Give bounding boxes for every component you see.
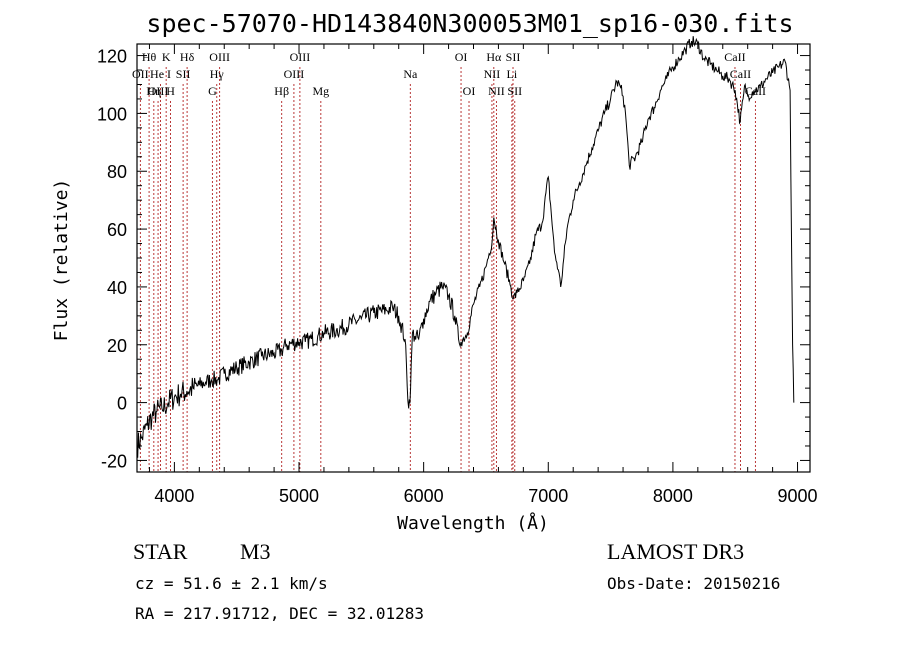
x-tick-label: 9000 xyxy=(778,486,818,506)
y-axis-label: Flux (relative) xyxy=(51,179,72,342)
emission-line-label: Mg xyxy=(312,84,329,98)
emission-line-label: H xyxy=(166,84,175,98)
plot-frame xyxy=(136,43,811,473)
emission-line-label: SII xyxy=(506,50,521,64)
redshift-readout: cz = 51.6 ± 2.1 km/s xyxy=(135,574,328,593)
emission-line-label: OI xyxy=(455,50,468,64)
y-axis-ticks: -20 0 20 40 60 80 100 120 xyxy=(97,47,810,471)
emission-line-label: SII xyxy=(176,67,191,81)
emission-line-label: OIII xyxy=(209,50,230,64)
emission-line-label: OIII xyxy=(284,67,305,81)
x-tick-label: 5000 xyxy=(279,486,319,506)
emission-line-label: Hα xyxy=(486,50,502,64)
emission-line-label: He I xyxy=(150,67,171,81)
x-tick-label: 8000 xyxy=(653,486,693,506)
object-class: STAR xyxy=(133,539,188,564)
emission-line-label: Hγ xyxy=(210,67,225,81)
emission-line-label: NII xyxy=(488,84,505,98)
emission-line-label: Hβ xyxy=(274,84,289,98)
chart-title: spec-57070-HD143840N300053M01_sp16-030.f… xyxy=(146,9,793,38)
emission-line-label: Na xyxy=(403,67,418,81)
emission-line-label: Li xyxy=(507,67,518,81)
emission-line-label: OIII xyxy=(148,84,169,98)
emission-line-markers xyxy=(139,67,756,472)
observation-date: Obs-Date: 20150216 xyxy=(607,574,780,593)
y-tick-label: 80 xyxy=(107,162,127,182)
emission-line-label: SII xyxy=(507,84,522,98)
y-tick-label: 60 xyxy=(107,220,127,240)
y-tick-label: 20 xyxy=(107,336,127,356)
x-tick-label: 7000 xyxy=(528,486,568,506)
emission-line-label: OIII xyxy=(290,50,311,64)
emission-line-label: OII xyxy=(132,67,149,81)
y-tick-label: 100 xyxy=(97,104,127,124)
emission-line-label: NII xyxy=(484,67,501,81)
y-tick-label: 120 xyxy=(97,47,127,67)
emission-line-label: CaII xyxy=(724,50,745,64)
coordinates-readout: RA = 217.91712, DEC = 32.01283 xyxy=(135,604,424,623)
object-subclass: M3 xyxy=(240,539,271,564)
emission-line-label: Hδ xyxy=(180,50,195,64)
y-tick-label: -20 xyxy=(101,451,127,471)
x-tick-label: 6000 xyxy=(404,486,444,506)
spectrum-line xyxy=(136,36,795,458)
x-axis-label: Wavelength (Å) xyxy=(397,512,549,534)
y-tick-label: 0 xyxy=(117,394,127,414)
y-tick-label: 40 xyxy=(107,278,127,298)
emission-line-label: G xyxy=(208,84,217,98)
emission-line-label: K xyxy=(162,50,171,64)
x-tick-label: 4000 xyxy=(154,486,194,506)
x-axis-ticks: 4000 5000 6000 7000 8000 9000 xyxy=(148,44,818,506)
survey-name: LAMOST DR3 xyxy=(607,539,744,564)
emission-line-label: OI xyxy=(463,84,476,98)
emission-line-label: Hθ xyxy=(142,50,157,64)
emission-line-label: CaII xyxy=(730,67,751,81)
emission-line-label: Hη xyxy=(146,84,161,98)
